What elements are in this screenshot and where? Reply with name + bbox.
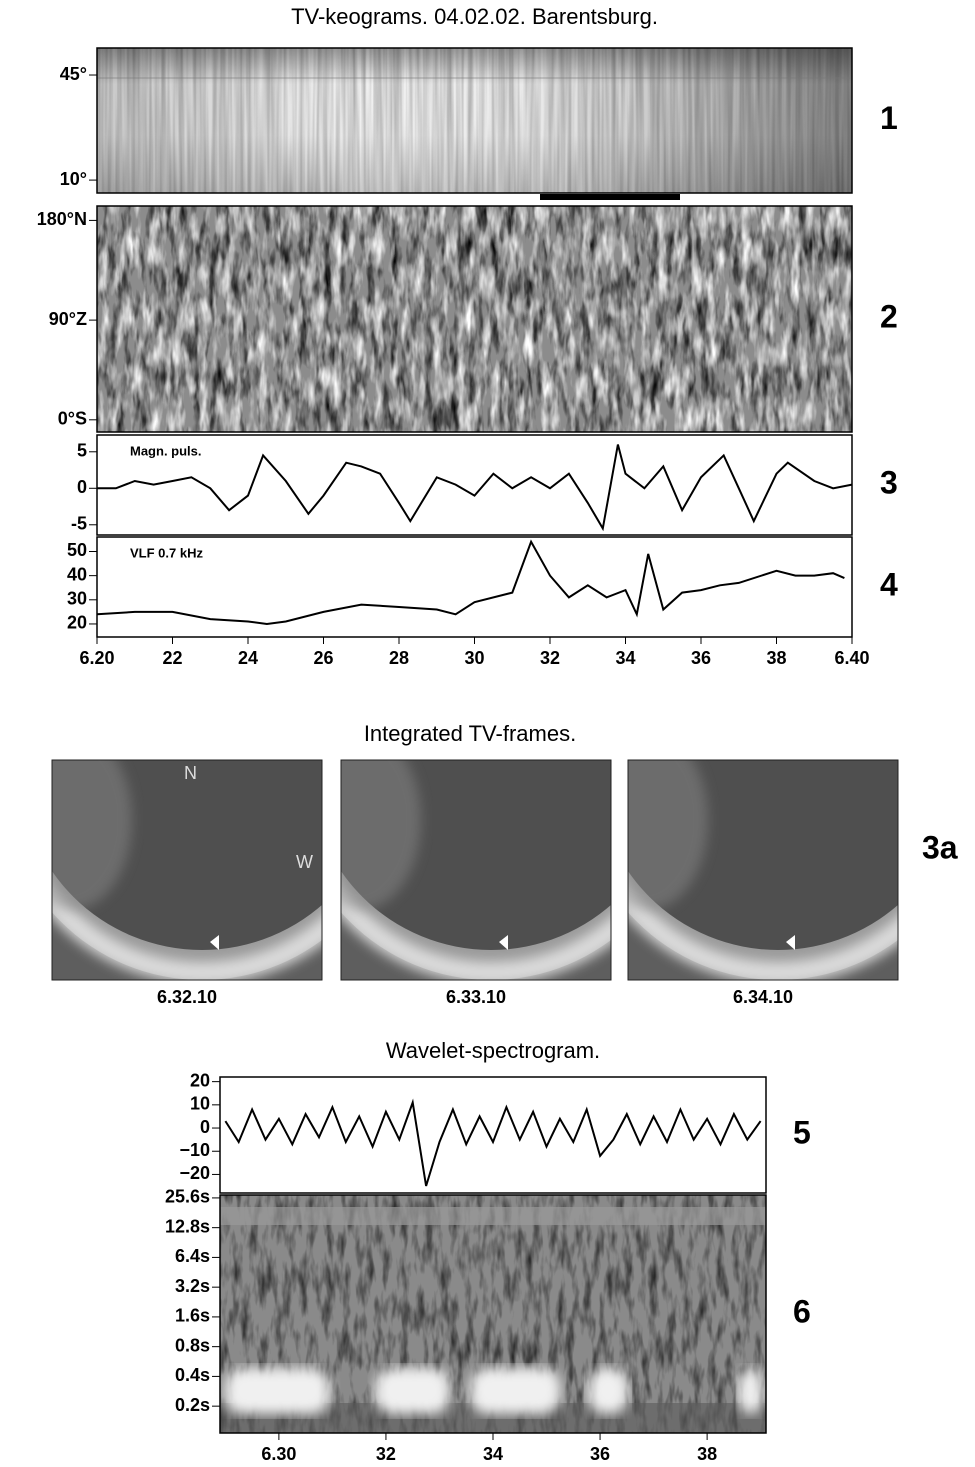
marker xyxy=(786,935,795,950)
y-tick-label: 45° xyxy=(60,64,87,84)
haze xyxy=(52,760,132,910)
x-tick-label: 6.20 xyxy=(79,648,114,668)
x-tick-label: 26 xyxy=(313,648,333,668)
keogram-noise xyxy=(97,48,852,193)
panel-frame xyxy=(96,205,853,433)
y-tick-label: 20 xyxy=(190,1070,210,1090)
x-tick-label: 32 xyxy=(540,648,560,668)
annotation: Magn. puls. xyxy=(130,443,202,458)
tv-frame xyxy=(340,759,612,981)
x-tick-label: 38 xyxy=(766,648,786,668)
panel-frame xyxy=(96,47,853,194)
frame-caption: 6.32.10 xyxy=(157,987,217,1007)
x-tick-label: 34 xyxy=(615,648,635,668)
aurora-glow xyxy=(628,882,898,980)
x-tick-label: 36 xyxy=(590,1444,610,1464)
x-tick-label: 6.40 xyxy=(834,648,869,668)
frame-caption: 6.33.10 xyxy=(446,987,506,1007)
x-tick-label: 28 xyxy=(389,648,409,668)
frame-image xyxy=(52,760,322,980)
chart-title: TV-keograms. 04.02.02. Barentsburg. xyxy=(291,4,658,29)
y-tick-label: 0°S xyxy=(58,409,87,429)
panel-label: 6 xyxy=(793,1293,811,1329)
y-tick-label: 40 xyxy=(67,564,87,584)
y-tick-label: 30 xyxy=(67,589,87,609)
x-tick-label: 22 xyxy=(162,648,182,668)
panel-label: 1 xyxy=(880,100,898,136)
panel-frame xyxy=(96,434,853,536)
y-tick-label: 25.6s xyxy=(165,1187,210,1207)
frame-border xyxy=(340,759,612,981)
panel-label: 3a xyxy=(922,829,958,865)
x-tick-label: 24 xyxy=(238,648,258,668)
x-tick-label: 32 xyxy=(376,1444,396,1464)
y-tick-label: 180°N xyxy=(37,209,87,229)
panel-label: 4 xyxy=(880,566,898,602)
spectrogram-blob xyxy=(225,1368,330,1414)
y-tick-label: 1.6s xyxy=(175,1306,210,1326)
x-tick-label: 34 xyxy=(483,1444,503,1464)
frame-border xyxy=(51,759,323,981)
y-tick-label: 0.8s xyxy=(175,1335,210,1355)
frame-image xyxy=(628,760,898,980)
y-tick-label: 10° xyxy=(60,169,87,189)
image-wave xyxy=(220,1195,766,1433)
frame-caption: 6.34.10 xyxy=(733,987,793,1007)
haze xyxy=(628,760,708,910)
frame-image xyxy=(341,760,611,980)
y-tick-label: 6.4s xyxy=(175,1246,210,1266)
spectrogram-blob xyxy=(588,1368,628,1414)
frame-border xyxy=(627,759,899,981)
y-tick-label: 20 xyxy=(67,613,87,633)
x-tick-label: 6.30 xyxy=(261,1444,296,1464)
spectrogram-blob xyxy=(470,1368,560,1414)
image-keo1 xyxy=(97,48,852,193)
panel-label: 3 xyxy=(880,464,898,500)
chart-title: Wavelet-spectrogram. xyxy=(386,1038,600,1063)
keogram-light xyxy=(97,206,852,432)
y-tick-label: -5 xyxy=(71,514,87,534)
tv-frame xyxy=(51,759,323,981)
panel-label: 2 xyxy=(880,298,898,334)
aurora-glow xyxy=(52,882,322,980)
y-tick-label: 3.2s xyxy=(175,1276,210,1296)
tv-frame xyxy=(627,759,899,981)
y-tick-label: 90°Z xyxy=(49,309,87,329)
frame-annotation: N xyxy=(184,763,197,783)
y-tick-label: 12.8s xyxy=(165,1216,210,1236)
data-line xyxy=(224,1098,762,1187)
y-tick-label: −20 xyxy=(179,1163,210,1183)
haze xyxy=(341,760,421,910)
spectrogram-blob xyxy=(738,1368,763,1414)
data-line xyxy=(97,444,853,532)
interval-bar xyxy=(540,194,680,200)
spectrogram-blob xyxy=(375,1368,450,1414)
y-tick-label: 0.2s xyxy=(175,1395,210,1415)
x-tick-label: 36 xyxy=(691,648,711,668)
x-tick-label: 38 xyxy=(697,1444,717,1464)
frame-annotation: W xyxy=(296,852,313,872)
panel-label: 5 xyxy=(793,1114,811,1150)
aurora-glow xyxy=(341,882,611,980)
y-tick-label: 5 xyxy=(77,441,87,461)
y-tick-label: 50 xyxy=(67,540,87,560)
y-tick-label: 10 xyxy=(190,1094,210,1114)
panel-frame xyxy=(96,536,853,638)
panel-frame xyxy=(219,1076,767,1194)
y-tick-label: 0 xyxy=(77,477,87,497)
x-tick-label: 30 xyxy=(464,648,484,668)
y-tick-label: −10 xyxy=(179,1140,210,1160)
section-title: Integrated TV-frames. xyxy=(364,721,576,746)
annotation: VLF 0.7 kHz xyxy=(130,545,203,560)
image-keo2 xyxy=(97,206,852,432)
spectrogram-band xyxy=(220,1207,766,1225)
marker xyxy=(210,935,219,950)
marker xyxy=(499,935,508,950)
y-tick-label: 0 xyxy=(200,1117,210,1137)
y-tick-label: 0.4s xyxy=(175,1365,210,1385)
data-line xyxy=(96,539,845,626)
